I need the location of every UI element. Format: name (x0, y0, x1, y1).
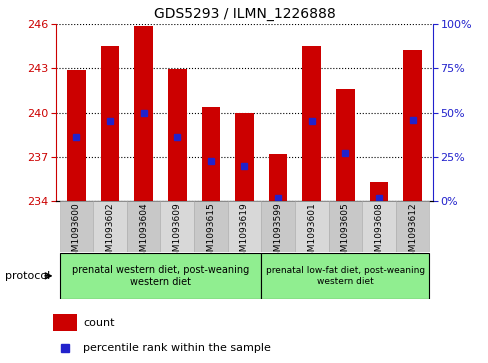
Text: GSM1093604: GSM1093604 (139, 203, 148, 263)
Bar (60, 201, 93, 252)
Bar (261, 201, 294, 252)
Text: GSM1093600: GSM1093600 (72, 203, 81, 263)
Text: GSM1093605: GSM1093605 (340, 203, 349, 263)
Bar (126, 201, 160, 252)
Title: GDS5293 / ILMN_1226888: GDS5293 / ILMN_1226888 (153, 7, 335, 21)
Text: GSM1093619: GSM1093619 (240, 203, 248, 263)
Bar (134, 26, 153, 201)
Bar (362, 201, 395, 252)
Bar (67, 70, 85, 201)
Bar (268, 154, 287, 201)
Bar (227, 201, 261, 252)
Text: prenatal low-fat diet, post-weaning
western diet: prenatal low-fat diet, post-weaning west… (265, 266, 424, 286)
Bar (294, 201, 328, 252)
Bar (335, 89, 354, 201)
Text: GSM1093615: GSM1093615 (206, 203, 215, 263)
Bar (101, 46, 119, 201)
Text: prenatal western diet, post-weaning
western diet: prenatal western diet, post-weaning west… (72, 265, 248, 287)
Bar (194, 201, 227, 252)
Bar (201, 107, 220, 201)
FancyBboxPatch shape (60, 253, 261, 298)
Text: protocol: protocol (5, 271, 50, 281)
Bar (302, 46, 320, 201)
Text: GSM1093608: GSM1093608 (374, 203, 383, 263)
FancyBboxPatch shape (261, 253, 428, 298)
Bar (160, 201, 194, 252)
Bar (395, 201, 428, 252)
Text: GSM1093599: GSM1093599 (273, 203, 282, 263)
Text: GSM1093609: GSM1093609 (172, 203, 182, 263)
Bar (328, 201, 362, 252)
Text: GSM1093602: GSM1093602 (105, 203, 114, 263)
Bar (235, 113, 253, 201)
Text: GSM1093601: GSM1093601 (306, 203, 316, 263)
Bar (53, 314, 77, 331)
Bar (93, 201, 126, 252)
Text: count: count (83, 318, 115, 328)
Text: percentile rank within the sample: percentile rank within the sample (83, 343, 271, 353)
Bar (403, 50, 421, 201)
Text: GSM1093612: GSM1093612 (407, 203, 416, 263)
Bar (369, 182, 387, 201)
Bar (168, 69, 186, 201)
